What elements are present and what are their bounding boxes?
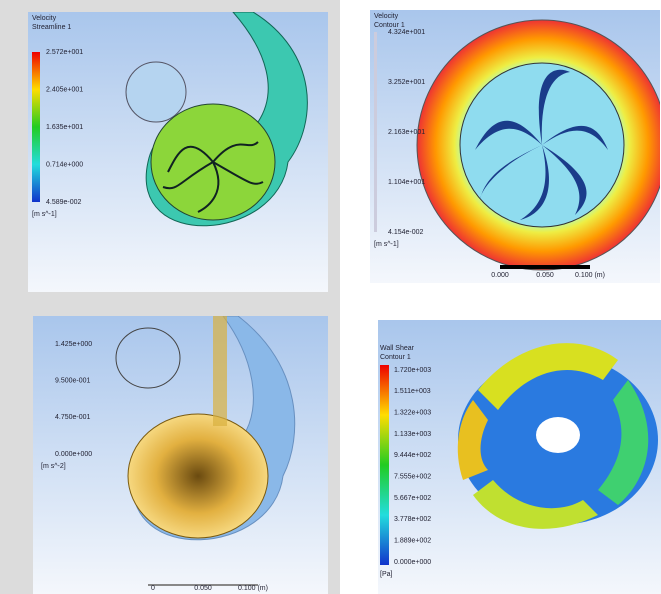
legend-title: Velocity — [374, 13, 399, 20]
legend-label: 0.000e+000 — [55, 451, 92, 458]
legend-label: 2.163e+001 — [388, 129, 425, 136]
legend-label: 3.252e+001 — [388, 79, 425, 86]
legend-label: 1.133e+003 — [394, 431, 431, 438]
wall-shear-panel: Wall Shear Contour 1 1.720e+003 1.511e+003 1… — [378, 320, 661, 594]
legend-label: 1.889e+002 — [394, 538, 431, 545]
blades — [475, 69, 608, 220]
inlet — [115, 327, 181, 389]
legend-label: 5.667e+002 — [394, 495, 431, 502]
legend-bar — [380, 365, 389, 565]
scale-bar — [500, 265, 590, 269]
scale-label: 0.100 (m) — [575, 272, 605, 279]
scale-label: 0.050 — [194, 585, 212, 592]
legend-subtitle: Contour 1 — [380, 354, 411, 361]
legend-label: 1.104e+001 — [388, 179, 425, 186]
legend-subtitle: Streamline 1 — [32, 24, 71, 31]
legend-unit: [Pa] — [380, 571, 393, 578]
legend-bar — [32, 52, 40, 202]
legend-label: 0.714e+000 — [46, 161, 83, 168]
legend-bar — [374, 32, 377, 232]
legend-label: 2.572e+001 — [46, 49, 83, 56]
velocity-streamline-panel: Velocity Streamline 1 2.572e+001 2.405e+001… — [28, 12, 328, 292]
legend-label: 3.778e+002 — [394, 516, 431, 523]
legend-label: 4.324e+001 — [388, 29, 425, 36]
blades — [457, 343, 649, 529]
legend-label: 9.500e-001 — [55, 378, 91, 385]
legend-label: 1.511e+003 — [394, 388, 431, 395]
legend-label: 4.154e-002 — [388, 229, 424, 236]
legend-label: 1.425e+000 — [55, 341, 92, 348]
legend-unit: [m s^-1] — [374, 241, 399, 248]
legend-label: 9.444e+002 — [394, 452, 431, 459]
legend-unit: [m s^-2] — [41, 463, 66, 470]
scale-label: 0.050 — [536, 272, 554, 279]
blades — [162, 141, 264, 213]
legend-label: 1.635e+001 — [46, 124, 83, 131]
legend-unit: [m s^-1] — [32, 211, 57, 218]
impeller — [127, 413, 269, 539]
legend-label: 7.555e+002 — [394, 474, 431, 481]
legend-label: 2.405e+001 — [46, 86, 83, 93]
panel-svg: 1.425e+000 9.500e-001 4.750e-001 0.000e+000… — [33, 316, 328, 594]
scale-label: 0.100 (m) — [238, 585, 268, 592]
legend-title: Wall Shear — [380, 345, 415, 352]
scale-label: 0 — [151, 585, 155, 592]
scale-bar — [148, 584, 258, 586]
hub — [536, 417, 580, 453]
legend-label: 4.750e-001 — [55, 414, 91, 421]
legend-label: 1.322e+003 — [394, 410, 431, 417]
legend-label: 0.000e+000 — [394, 559, 431, 566]
legend-label: 1.720e+003 — [394, 367, 431, 374]
passage — [213, 316, 227, 426]
panel-svg: Wall Shear Contour 1 1.720e+003 1.511e+003 1… — [378, 320, 661, 594]
legend-label: 4.589e-002 — [46, 199, 82, 206]
velocity-contour-panel: Velocity Contour 1 4.324e+001 3.252e+001 2.1… — [370, 10, 660, 283]
panel-svg: Velocity Contour 14.324e+001 3.252e+001 2.1… — [370, 10, 660, 283]
scale-label: 0.000 — [491, 272, 509, 279]
acceleration-panel: 1.425e+000 9.500e-001 4.750e-001 0.000e+000… — [33, 316, 328, 594]
panel-svg: Velocity Streamline 1 2.572e+001 2.405e+001… — [28, 12, 328, 292]
legend-subtitle: Contour 1 — [374, 22, 405, 29]
legend-title: Velocity — [32, 15, 57, 22]
inlet — [125, 61, 187, 123]
